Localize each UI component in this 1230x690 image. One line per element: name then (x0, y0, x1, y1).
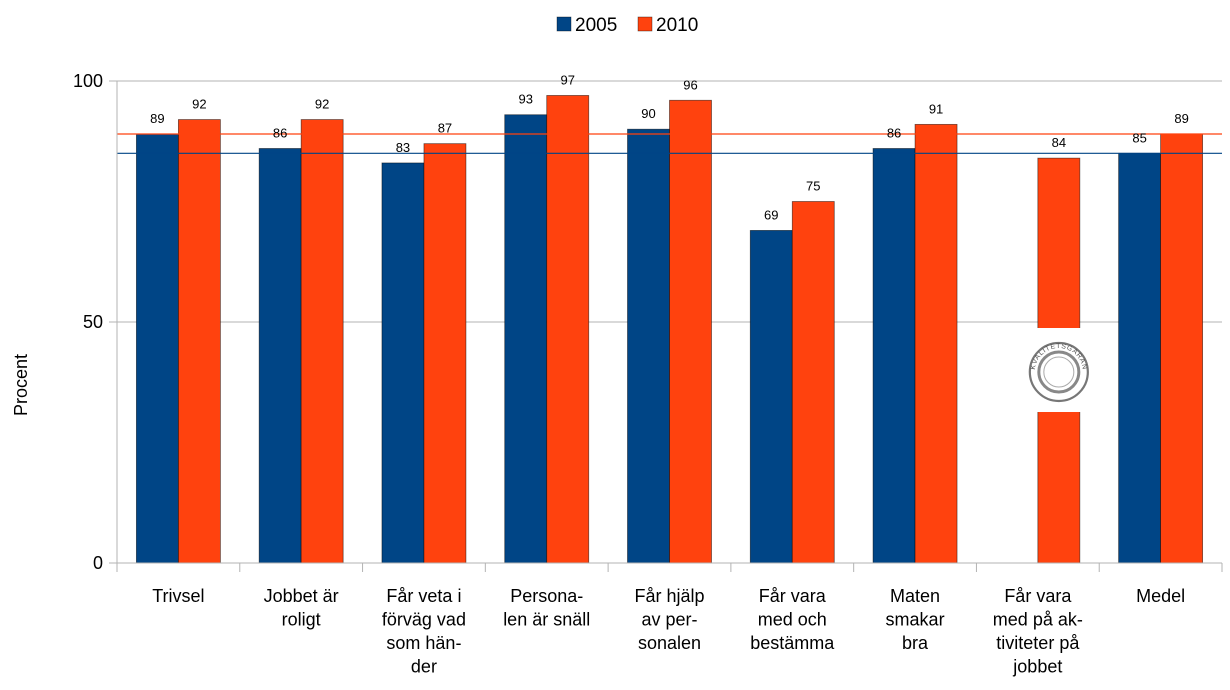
value-label-2005-8: 85 (1132, 130, 1146, 145)
bar-2005-6 (872, 148, 916, 564)
bar-2005-0 (135, 133, 179, 564)
category-label-7: Får vara med på ak-tiviteter på jobbet (993, 586, 1083, 677)
seal-inner-ring (1037, 350, 1081, 394)
category-labels: Trivsel Jobbet är roligt Får veta i förväg v… (152, 586, 1185, 677)
axes: 0 50 100 (73, 71, 1223, 573)
category-label-2: Får veta i förväg vad som hän-der (382, 586, 466, 677)
bar-2010-5 (791, 201, 835, 564)
value-label-2010-4: 96 (683, 77, 697, 92)
value-label-2010-1: 92 (315, 97, 329, 112)
value-label-2010-5: 75 (806, 179, 820, 194)
value-label-2005-4: 90 (641, 106, 655, 121)
value-label-2010-6: 91 (929, 101, 943, 116)
bar-2010-0 (177, 119, 221, 564)
value-label-2005-0: 89 (150, 111, 164, 126)
value-label-2010-3: 97 (560, 72, 574, 87)
legend-label-2010: 2010 (656, 15, 698, 36)
bar-2010-4 (669, 99, 712, 564)
bar-2010-1 (300, 119, 344, 564)
bar-2005-1 (258, 148, 302, 564)
reference-lines (117, 133, 1222, 154)
category-label-6: Maten smakar bra (886, 586, 945, 653)
category-label-4: Får hjälp av per-sonalen (634, 586, 704, 653)
bars (135, 95, 1204, 564)
category-label-3: Persona-len är snäll (503, 586, 590, 630)
bar-2005-4 (627, 128, 670, 564)
value-label-2005-6: 86 (887, 125, 901, 140)
bar-2005-5 (749, 230, 793, 564)
value-label-2005-1: 86 (273, 125, 287, 140)
bar-2010-3 (546, 95, 590, 564)
y-tick-label: 50 (83, 312, 103, 332)
legend-swatch-2005 (556, 16, 572, 32)
value-label-2005-2: 83 (396, 140, 410, 155)
legend-swatch-2010 (637, 16, 653, 32)
y-tick-label: 0 (93, 553, 103, 573)
y-axis-title: Procent (11, 354, 31, 416)
value-label-2010-0: 92 (192, 97, 206, 112)
value-label-2005-3: 93 (518, 92, 532, 107)
y-tick-label: 100 (73, 71, 103, 91)
bar-2005-8 (1118, 152, 1162, 564)
category-label-5: Får vara med och bestämma (750, 586, 835, 653)
legend: 2005 2010 (556, 15, 698, 36)
value-label-2005-5: 69 (764, 207, 778, 222)
bar-2010-8 (1160, 133, 1204, 564)
category-label-1: Jobbet är roligt (264, 586, 339, 630)
category-label-8: Medel (1136, 586, 1185, 606)
bar-2010-2 (423, 143, 467, 564)
value-label-2010-2: 87 (438, 121, 452, 136)
bar-2010-6 (914, 123, 958, 564)
value-label-2010-7: 84 (1052, 135, 1066, 150)
bar-2005-3 (504, 114, 548, 564)
bar-2005-2 (381, 162, 425, 564)
seal-inner-ring-2 (1043, 356, 1075, 388)
category-label-0: Trivsel (152, 586, 204, 606)
value-labels: 89 92 86 92 83 87 93 97 90 96 69 75 86 91 84 85 89 (150, 72, 1189, 222)
value-label-2010-8: 89 (1174, 111, 1188, 126)
legend-label-2005: 2005 (575, 15, 617, 36)
